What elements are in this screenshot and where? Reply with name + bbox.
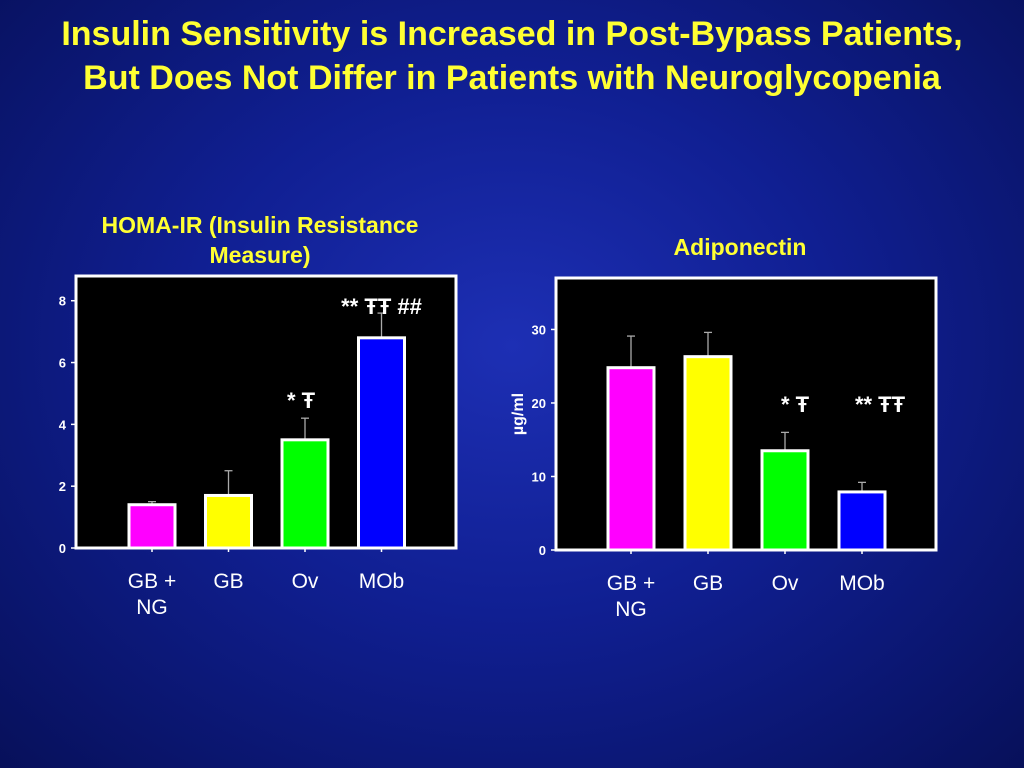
bar: [357, 336, 406, 550]
x-tick-label: MOb: [839, 572, 885, 595]
y-tick-label: 6: [59, 356, 66, 371]
y-tick-label: 30: [532, 322, 546, 337]
x-tick-label: GB: [693, 572, 723, 595]
bar: [837, 490, 887, 552]
x-tick-label: Ov: [292, 570, 319, 593]
y-tick-label: 4: [59, 417, 67, 432]
significance-annotation: ** ŦŦ ##: [341, 294, 422, 319]
y-tick-label: 0: [59, 541, 66, 556]
y-tick-label: 10: [532, 469, 546, 484]
x-tick-label: Ov: [772, 572, 799, 595]
bar: [683, 355, 733, 552]
y-tick-label: 20: [532, 396, 546, 411]
bar: [760, 449, 810, 552]
slide-title: Insulin Sensitivity is Increased in Post…: [61, 15, 963, 97]
adiponectin-chart-title: Adiponectin: [673, 234, 807, 260]
x-tick-label: GB +: [128, 570, 176, 593]
x-tick-label: GB: [213, 570, 243, 593]
significance-annotation: ** ŦŦ: [855, 392, 906, 417]
homa-chart-title: HOMA-IR (Insulin Resistance Measure): [101, 212, 419, 268]
y-tick-label: 8: [59, 294, 66, 309]
x-tick-label: NG: [615, 598, 647, 621]
x-tick-label: MOb: [359, 570, 405, 593]
x-tick-label: GB +: [607, 572, 655, 595]
y-tick-label: 2: [59, 479, 66, 494]
y-axis-label: µg/ml: [510, 393, 527, 435]
bar: [280, 438, 330, 550]
y-tick-label: 0: [539, 543, 546, 558]
bar: [606, 366, 656, 552]
significance-annotation: * Ŧ: [781, 392, 810, 417]
significance-annotation: * Ŧ: [287, 388, 316, 413]
x-tick-label: NG: [136, 596, 168, 619]
